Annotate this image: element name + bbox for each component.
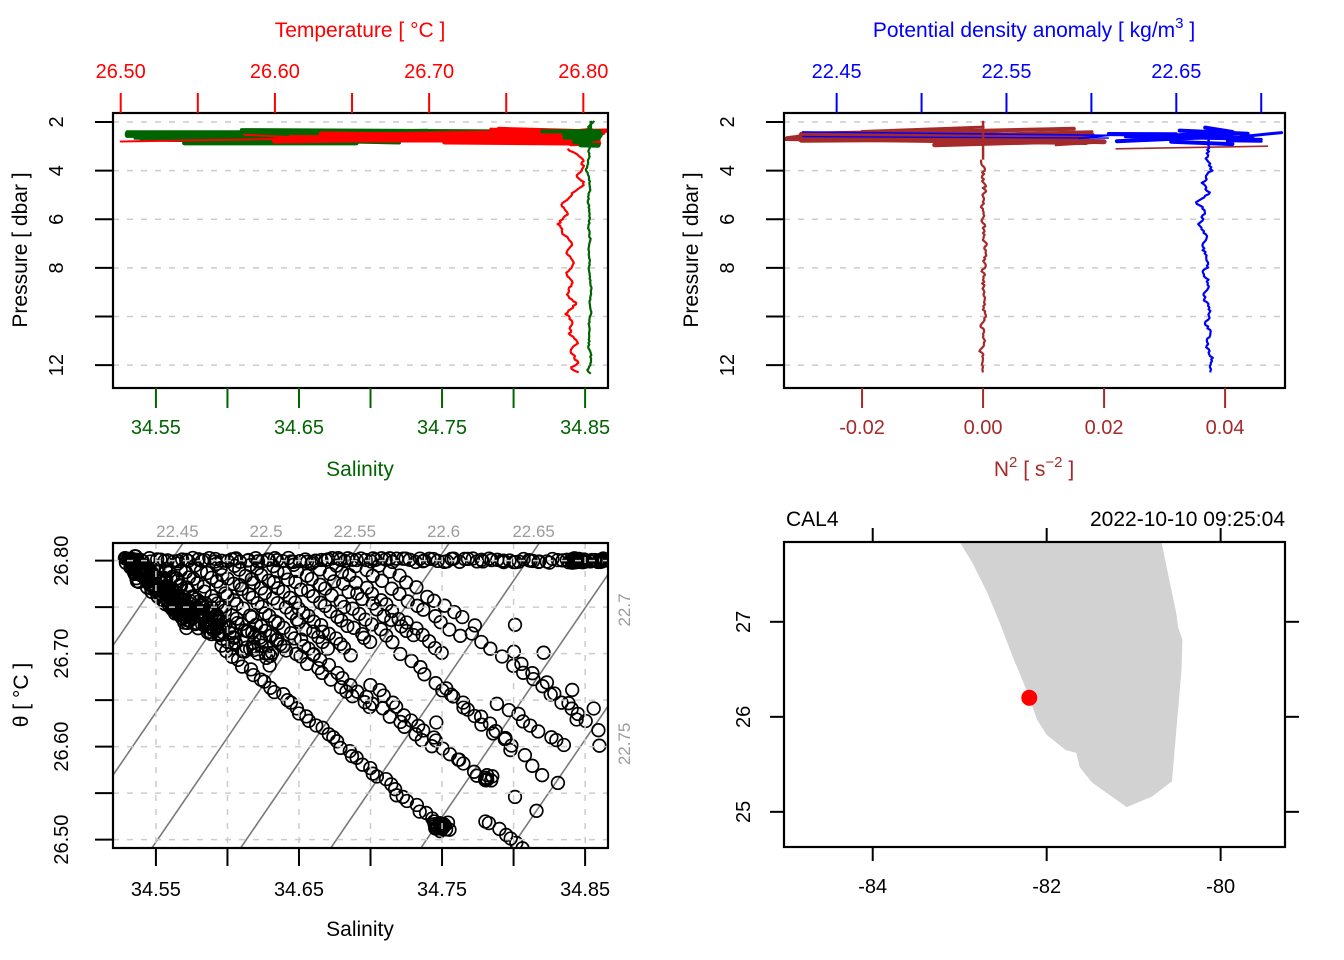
isopycnal-label: 22.6 [427,522,460,541]
density-axis-title: Potential density anomaly [ kg/m3 ] [873,15,1195,42]
n2-axis-title: N2 [ s−2 ] [994,454,1074,481]
tick-label: 4 [46,165,68,176]
isopycnal-label: 22.5 [250,522,283,541]
theta-axis-title: θ [ °C ] [10,663,33,727]
density-profile-line [1194,146,1214,373]
tick-label: 8 [46,262,68,273]
plot-box [782,111,1287,390]
plot-area [113,543,608,848]
panel-temperature-salinity-profile: 26.50 26.60 26.70 26.80 34.55 34.65 34.75 34.85… [46,61,610,439]
tick-label: 34.75 [417,417,467,439]
tick-label: -0.02 [839,417,885,439]
isopycnal-labels: 22.45 22.5 22.55 22.6 22.65 22.7 22.75 [156,522,634,765]
isopycnal-label: 22.55 [334,522,377,541]
tick-label: 2 [46,116,68,127]
isopycnal-label: 22.45 [156,522,199,541]
tick-label: 22.55 [981,61,1031,83]
tick-label: -82 [1032,876,1061,898]
tick-label: 34.75 [417,879,467,901]
temperature-profile-line [556,147,586,374]
tick-label: 34.65 [274,417,324,439]
tick-label: 27 [733,611,755,633]
panel-density-n2-profile: 22.45 22.55 22.65 -0.02 0.00 0.02 0.04 2 4 6 8 12 [717,61,1287,439]
tick-label: 4 [717,165,739,176]
n2-profile-line [978,159,988,373]
isopycnal-label: 22.65 [512,522,555,541]
plot-box [782,540,1287,849]
tick-label: 26.60 [51,722,73,772]
surface-tangle-temperature [119,126,608,147]
tick-label: 0.04 [1206,417,1245,439]
ts-scatter-points [117,549,608,848]
pressure-axis-title: Pressure [ dbar ] [9,172,32,327]
tick-label: 34.85 [560,879,610,901]
isopycnal-22.65 [330,543,540,848]
tick-label: 34.55 [131,417,181,439]
tick-label: -80 [1206,876,1235,898]
tick-label: 26.60 [250,61,300,83]
plot-box [111,541,610,850]
tick-label: 26.80 [51,536,73,586]
tick-label: 26.80 [558,61,608,83]
tick-label: 0.00 [964,417,1003,439]
plot-box [111,111,610,390]
panel-station-map: -84 -82 -80 25 26 27 [733,528,1299,898]
tick-label: 12 [46,354,68,376]
tick-label: 12 [717,354,739,376]
tick-label: 25 [733,801,755,823]
tick-label: 2 [717,116,739,127]
tick-label: 6 [717,214,739,225]
tick-label: 22.65 [1151,61,1201,83]
tick-label: 26.70 [51,629,73,679]
tick-label: 8 [717,262,739,273]
isopycnal-22.7 [420,573,608,848]
tick-label: -84 [858,876,887,898]
map-station-label: CAL4 [786,508,839,531]
land-polygon-florida [959,542,1183,808]
map-area [959,542,1183,808]
salinity-axis-title: Salinity [326,458,394,481]
tick-label: 34.65 [274,879,324,901]
tick-label: 26 [733,706,755,728]
temperature-axis-title: Temperature [ °C ] [275,19,446,42]
grid-lines [113,543,608,848]
tick-label: 34.55 [131,879,181,901]
isopycnal-label: 22.7 [615,593,634,626]
tick-label: 26.50 [51,815,73,865]
panel-ts-diagram: 34.55 34.65 34.75 34.85 26.50 26.60 26.70 26.80… [51,522,634,901]
tick-label: 26.70 [404,61,454,83]
pressure-axis-title-right: Pressure [ dbar ] [680,172,703,327]
salinity-profile-line [584,120,596,375]
tick-label: 6 [46,214,68,225]
tick-label: 34.85 [560,417,610,439]
surface-tangle-density [801,125,1284,147]
plot-area [784,120,1285,373]
tick-label: 22.45 [812,61,862,83]
tick-label: 26.50 [96,61,146,83]
station-marker [1021,689,1038,706]
map-datetime-label: 2022-10-10 09:25:04 [1090,508,1285,531]
tick-label: 0.02 [1085,417,1124,439]
ts-salinity-axis-title: Salinity [326,918,394,941]
plot-area [113,120,608,375]
isopycnal-label: 22.75 [615,723,634,766]
isopycnal-22.75 [510,704,608,848]
